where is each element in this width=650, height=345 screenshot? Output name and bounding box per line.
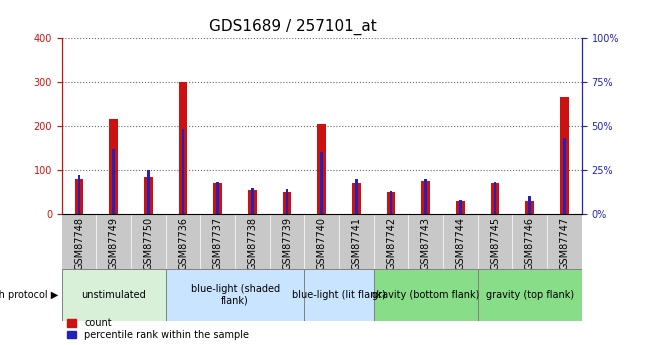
Text: gravity (bottom flank): gravity (bottom flank) <box>372 290 480 300</box>
Bar <box>75 179 83 214</box>
Bar <box>491 183 499 214</box>
Text: GSM87748: GSM87748 <box>74 217 84 270</box>
Text: GSM87740: GSM87740 <box>317 217 327 270</box>
Legend: count, percentile rank within the sample: count, percentile rank within the sample <box>66 318 249 340</box>
Bar <box>478 269 582 321</box>
Bar <box>78 175 81 214</box>
Text: GSM87737: GSM87737 <box>213 217 223 270</box>
Bar <box>317 124 326 214</box>
Text: GSM87743: GSM87743 <box>421 217 431 270</box>
Text: GSM87745: GSM87745 <box>490 217 500 270</box>
Text: GSM87739: GSM87739 <box>282 217 292 270</box>
Text: GSM87741: GSM87741 <box>352 217 361 270</box>
Bar <box>144 177 153 214</box>
Bar <box>320 152 323 214</box>
Bar <box>528 196 531 214</box>
Bar <box>62 269 166 321</box>
Text: GSM87738: GSM87738 <box>248 217 257 270</box>
Bar <box>456 201 465 214</box>
Bar <box>421 181 430 214</box>
Bar <box>494 182 497 214</box>
Text: gravity (top flank): gravity (top flank) <box>486 290 574 300</box>
Text: GSM87747: GSM87747 <box>560 217 569 270</box>
Bar <box>109 119 118 214</box>
Bar <box>216 182 219 214</box>
Bar <box>286 189 289 214</box>
Bar <box>213 183 222 214</box>
Bar <box>390 191 393 214</box>
Text: GSM87750: GSM87750 <box>144 217 153 270</box>
Text: growth protocol ▶: growth protocol ▶ <box>0 290 58 300</box>
Text: blue-light (lit flank): blue-light (lit flank) <box>292 290 386 300</box>
Bar <box>424 179 427 214</box>
Text: GDS1689 / 257101_at: GDS1689 / 257101_at <box>209 19 376 35</box>
Bar <box>283 192 291 214</box>
Bar <box>374 269 478 321</box>
Text: GSM87749: GSM87749 <box>109 217 119 270</box>
Bar <box>525 201 534 214</box>
Bar <box>355 179 358 214</box>
Bar <box>304 269 374 321</box>
Bar <box>112 149 115 214</box>
Bar <box>147 170 150 214</box>
Bar <box>560 97 569 214</box>
Bar <box>352 183 361 214</box>
Text: GSM87744: GSM87744 <box>456 217 465 270</box>
Text: GSM87736: GSM87736 <box>178 217 188 270</box>
Bar <box>182 129 185 214</box>
Text: GSM87742: GSM87742 <box>386 217 396 270</box>
Bar <box>459 200 462 214</box>
Bar <box>248 190 257 214</box>
Bar <box>179 82 187 214</box>
Text: blue-light (shaded
flank): blue-light (shaded flank) <box>190 284 280 306</box>
Bar <box>166 269 304 321</box>
Bar <box>387 192 395 214</box>
Bar <box>563 138 566 214</box>
Text: GSM87746: GSM87746 <box>525 217 535 270</box>
Bar <box>251 188 254 214</box>
Text: unstimulated: unstimulated <box>81 290 146 300</box>
